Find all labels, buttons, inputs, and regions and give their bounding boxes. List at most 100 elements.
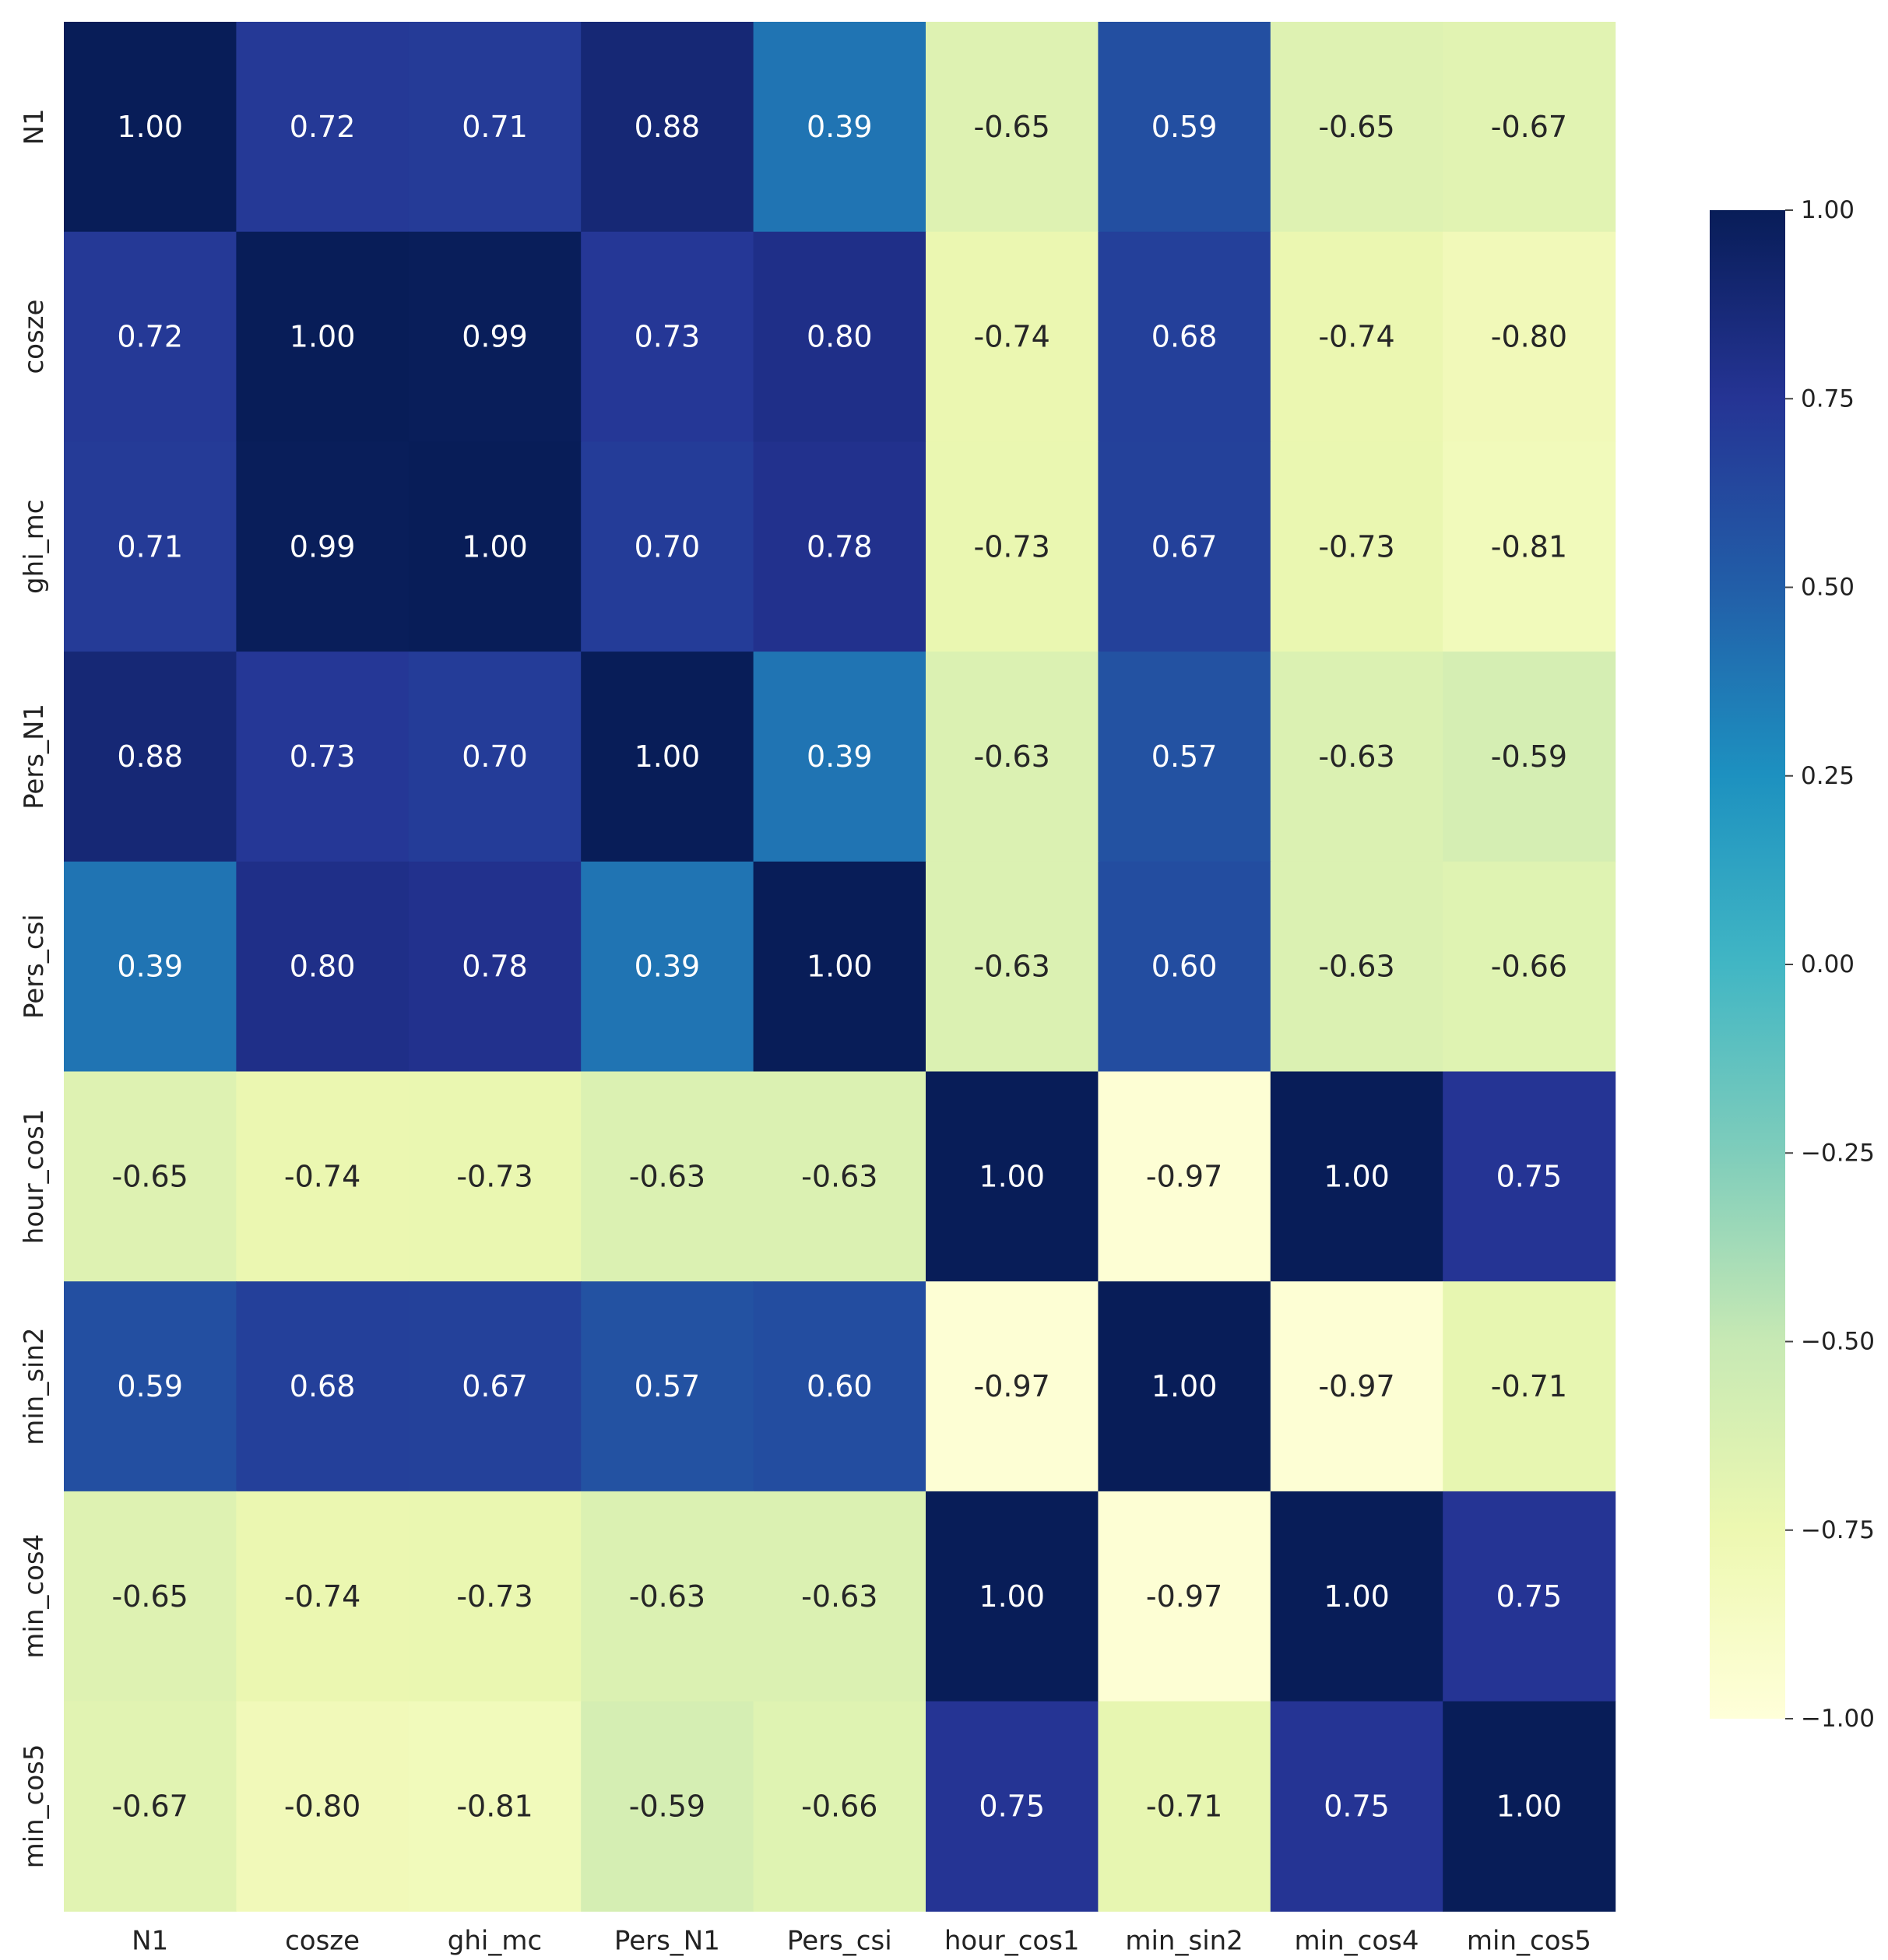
cell-value-label: -0.67: [112, 1789, 188, 1823]
cell-value-label: 0.73: [290, 739, 356, 774]
cell-value-label: 0.70: [462, 739, 528, 774]
heatmap-cell: [1443, 22, 1616, 233]
x-tick-label: Pers_N1: [614, 1925, 720, 1956]
cell-value-label: -0.81: [1491, 529, 1567, 564]
heatmap-cell: [926, 1701, 1099, 1912]
cell-value-label: 0.67: [462, 1369, 528, 1403]
cell-value-label: 0.75: [979, 1789, 1045, 1823]
heatmap-cell: [236, 1491, 410, 1702]
heatmap-cell: [581, 861, 754, 1073]
heatmap-cell: [926, 1071, 1099, 1282]
heatmap-cell: [581, 1281, 754, 1492]
cell-value-label: -0.73: [974, 529, 1050, 564]
x-tick-label: N1: [132, 1925, 168, 1956]
heatmap-cell: [1098, 22, 1271, 233]
heatmap-cell: [1443, 231, 1616, 442]
cell-value-label: -0.97: [1146, 1579, 1222, 1614]
heatmap-cell: [1098, 1071, 1271, 1282]
heatmap-cell: [1270, 231, 1443, 442]
cell-value-label: 0.39: [807, 110, 873, 144]
heatmap-cell: [1270, 1281, 1443, 1492]
heatmap-cell: [926, 861, 1099, 1073]
heatmap-cell: [926, 652, 1099, 862]
heatmap-cell: [408, 652, 582, 862]
cell-value-label: -0.80: [284, 1789, 360, 1823]
x-tick-label: hour_cos1: [944, 1925, 1080, 1956]
x-tick-label: min_cos5: [1467, 1925, 1591, 1956]
cell-value-label: 0.72: [117, 320, 183, 354]
cell-value-label: 1.00: [807, 950, 873, 984]
cell-value-label: 0.68: [290, 1369, 356, 1403]
cell-value-label: 0.75: [1496, 1159, 1563, 1193]
heatmap-cell: [926, 231, 1099, 442]
heatmap-cell: [64, 441, 237, 652]
x-tick-label: min_cos4: [1295, 1925, 1419, 1956]
x-tick-label: Pers_csi: [787, 1925, 892, 1956]
heatmap-cell: [64, 1701, 237, 1912]
cell-value-label: 0.68: [1151, 320, 1218, 354]
heatmap-cell: [408, 861, 582, 1073]
cell-value-label: 0.99: [290, 529, 356, 564]
heatmap-cell: [753, 231, 926, 442]
colorbar-tick-label: 0.25: [1801, 762, 1855, 790]
heatmap-cell: [581, 441, 754, 652]
heatmap-cell: [236, 1281, 410, 1492]
heatmap-cell: [408, 231, 582, 442]
heatmap-cell: [236, 861, 410, 1073]
cell-value-label: 0.57: [635, 1369, 701, 1403]
cell-value-label: 0.88: [117, 739, 183, 774]
cell-value-label: -0.71: [1491, 1369, 1567, 1403]
cell-value-label: 0.75: [1324, 1789, 1390, 1823]
cell-value-label: 0.70: [635, 529, 701, 564]
heatmap-cell: [408, 1701, 582, 1912]
cell-value-label: -0.59: [629, 1789, 705, 1823]
heatmap-cell: [581, 22, 754, 233]
cell-value-label: -0.63: [801, 1579, 877, 1614]
cell-value-label: -0.73: [456, 1159, 533, 1193]
cell-value-label: 1.00: [1324, 1579, 1390, 1614]
cell-value-label: 0.88: [635, 110, 701, 144]
heatmap-cell: [753, 861, 926, 1073]
colorbar-tick-label: −1.00: [1801, 1705, 1875, 1733]
cell-value-label: -0.63: [801, 1159, 877, 1193]
heatmap-cell: [1270, 652, 1443, 862]
heatmap-cell: [926, 22, 1099, 233]
cell-value-label: -0.81: [456, 1789, 533, 1823]
cell-value-label: -0.63: [629, 1159, 705, 1193]
y-tick-label: N1: [19, 108, 50, 145]
cell-value-label: -0.65: [974, 110, 1050, 144]
heatmap-cell: [1270, 861, 1443, 1073]
x-tick-labels: N1 cosze ghi_mc Pers_N1 Pers_csi hour_cos1 min…: [132, 1925, 1591, 1956]
heatmap-cell: [1443, 652, 1616, 862]
heatmap-cell: [64, 1281, 237, 1492]
heatmap-cell: [926, 1491, 1099, 1702]
y-tick-label: ghi_mc: [19, 500, 50, 594]
heatmap-cell: [1270, 441, 1443, 652]
heatmap-cell: [753, 1281, 926, 1492]
heatmap-cell: [581, 1701, 754, 1912]
cell-value-label: 0.72: [290, 110, 356, 144]
heatmap-cell: [753, 652, 926, 862]
heatmap-cell: [236, 1701, 410, 1912]
heatmap-cell: [1270, 1701, 1443, 1912]
cell-value-label: -0.97: [1318, 1369, 1394, 1403]
cell-value-label: 1.00: [635, 739, 701, 774]
heatmap-cell: [1098, 652, 1271, 862]
heatmap-cells: [64, 22, 1616, 1912]
heatmap-cell: [753, 1701, 926, 1912]
cell-value-label: 0.71: [117, 529, 183, 564]
heatmap-cell: [408, 1491, 582, 1702]
cell-value-label: -0.63: [1318, 739, 1394, 774]
heatmap-cell: [1443, 441, 1616, 652]
cell-value-label: -0.74: [284, 1159, 360, 1193]
heatmap-cell: [753, 441, 926, 652]
cell-value-label: 1.00: [117, 110, 183, 144]
cell-value-label: 0.80: [807, 320, 873, 354]
cell-value-label: -0.65: [112, 1579, 188, 1614]
cell-value-label: 0.78: [462, 950, 528, 984]
cell-value-label: 0.39: [635, 950, 701, 984]
heatmap-cell: [926, 1281, 1099, 1492]
colorbar-tick-labels: 1.00 0.75 0.50 0.25 0.00 −0.25 −0.50 −0.75 −1.00: [1785, 196, 1875, 1733]
heatmap-cell: [64, 1491, 237, 1702]
cell-value-label: 0.39: [807, 739, 873, 774]
